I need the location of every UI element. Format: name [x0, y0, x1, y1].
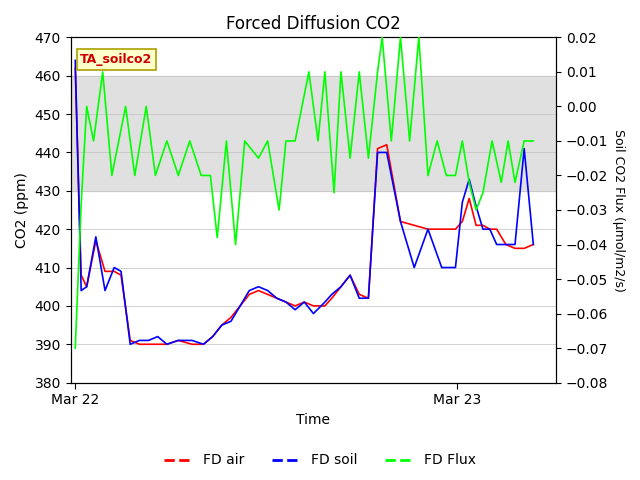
Y-axis label: Soil CO2 Flux (μmol/m2/s): Soil CO2 Flux (μmol/m2/s): [612, 129, 625, 291]
Bar: [70, 76, 556, 191]
Legend: FD air, FD soil, FD Flux: FD air, FD soil, FD Flux: [158, 448, 482, 473]
Title: Forced Diffusion CO2: Forced Diffusion CO2: [226, 15, 401, 33]
X-axis label: Time: Time: [296, 413, 330, 427]
Text: TA_soilco2: TA_soilco2: [81, 53, 152, 66]
Y-axis label: CO2 (ppm): CO2 (ppm): [15, 172, 29, 248]
